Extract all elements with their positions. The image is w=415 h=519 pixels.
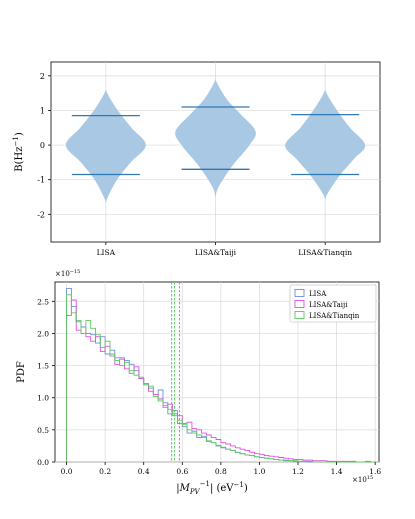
histogram-y-tick-label: 1.0 [37, 394, 49, 403]
histogram-x-tick-label: 0.0 [61, 467, 73, 476]
histogram-y-axis-label: PDF [16, 361, 27, 383]
violin-body [65, 88, 146, 204]
violin-x-tick-label: LISA&Taiji [195, 248, 237, 257]
legend-swatch [294, 300, 305, 308]
violin-body [175, 78, 256, 197]
histogram-x-tick-label: 0.8 [215, 467, 227, 476]
violin-bodies [65, 78, 366, 204]
violin-body [285, 88, 366, 201]
histogram-y-tick-label: 2.0 [37, 329, 49, 338]
histogram-x-exponent: ×1015 [352, 475, 373, 484]
violin-y-tick-label: 0 [40, 141, 45, 150]
histogram-x-tick-label: 0.2 [99, 467, 111, 476]
histogram-y-exponent: ×10−15 [55, 269, 80, 278]
legend-label: LISA [309, 290, 327, 298]
histogram-step-line [66, 299, 376, 463]
violin-y-tick-label: -1 [37, 176, 45, 185]
histogram-legend: LISA LISA&Taiji LISA&Tianqin [289, 284, 377, 323]
histogram-y-tick-label: 0.0 [37, 458, 49, 467]
violin-y-tick-label: 1 [40, 106, 45, 115]
violin-x-ticks: LISA LISA&Taiji LISA&Tianqin [97, 242, 352, 257]
histogram-x-tick-label: 1.2 [292, 467, 304, 476]
histogram-x-ticks: 0.0 0.2 0.4 0.6 0.8 1.0 1.2 1.4 1.6 [61, 462, 381, 476]
histogram-mean-lines [171, 282, 180, 462]
histogram-x-tick-label: 1.0 [253, 467, 265, 476]
histogram-x-tick-label: 0.6 [176, 467, 188, 476]
violin-x-tick-label: LISA&Tianqin [298, 248, 352, 257]
histogram-y-tick-label: 0.5 [37, 426, 49, 435]
violin-y-axis-label: B(Hz−1) [12, 132, 25, 172]
histogram-step-line [66, 294, 376, 463]
histogram-y-tick-label: 2.5 [37, 297, 49, 306]
histogram-x-axis-label: |MPV−1| (eV−1) [176, 480, 248, 496]
histogram-y-tick-label: 1.5 [37, 362, 49, 371]
violin-y-tick-label: 2 [40, 72, 45, 81]
legend-label: LISA&Taiji [309, 301, 348, 309]
violin-panel: -2 -1 0 1 2 LISA LISA&Taiji LISA&Tianqin B(Hz−… [12, 61, 381, 257]
histogram-y-ticks: 0.0 0.5 1.0 1.5 2.0 2.5 [37, 297, 55, 467]
legend-swatch [294, 311, 305, 319]
histogram-x-tick-label: 1.6 [369, 467, 381, 476]
legend-swatch [294, 289, 305, 297]
histogram-panel: 0.0 0.5 1.0 1.5 2.0 2.5 0.0 0.2 0.4 0.6 0.8 1.0 1.2… [16, 269, 381, 496]
legend-label: LISA&Tianqin [309, 312, 360, 320]
histogram-x-tick-label: 1.4 [331, 467, 343, 476]
violin-y-ticks: -2 -1 0 1 2 [37, 72, 51, 219]
histogram-series [66, 287, 376, 463]
violin-x-tick-label: LISA [97, 248, 116, 257]
violin-y-tick-label: -2 [37, 210, 45, 219]
histogram-x-tick-label: 0.4 [138, 467, 150, 476]
